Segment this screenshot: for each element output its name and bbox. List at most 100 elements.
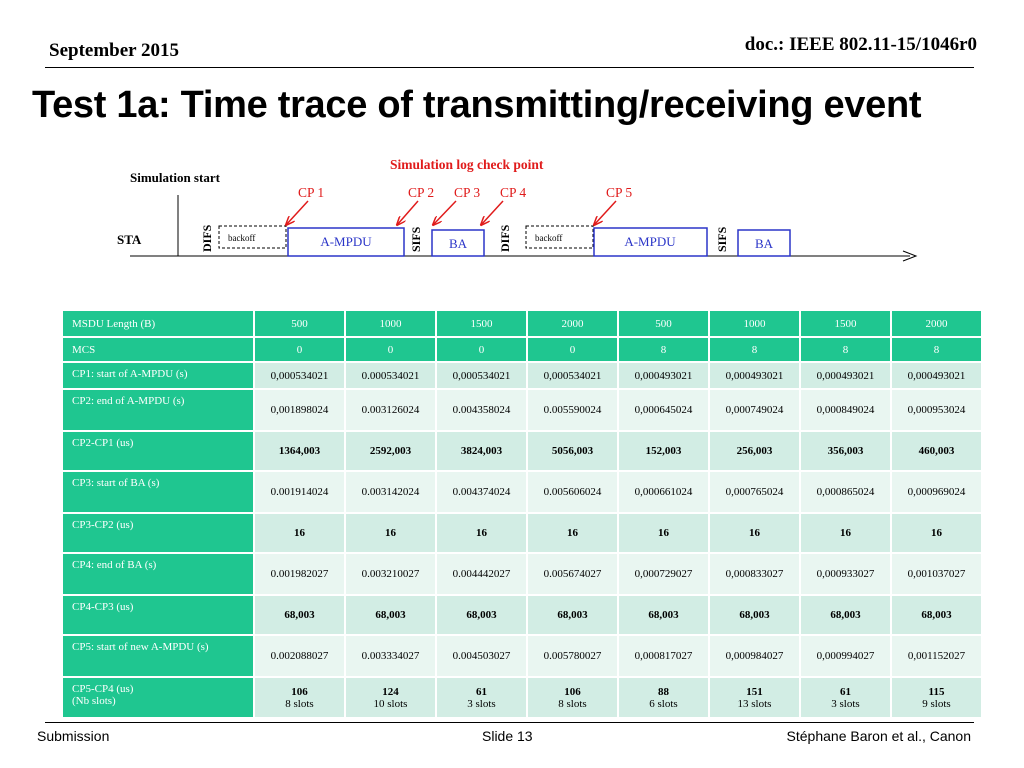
table-cell: 124 10 slots	[344, 676, 437, 719]
footer-author: Stéphane Baron et al., Canon	[786, 728, 971, 744]
table-row-cp5-cp4: CP5-CP4 (us) (Nb slots) 106 8 slots 124 10…	[61, 676, 983, 719]
table-cell: 68,003	[708, 594, 801, 636]
cell-value: 88	[658, 685, 669, 698]
table-cell: 0.005590024	[526, 388, 619, 432]
cp5-label: CP 5	[606, 185, 632, 200]
table-cell: 0,000765024	[708, 470, 801, 514]
row-label: CP3: start of BA (s)	[61, 470, 255, 514]
table-cell: 16	[344, 512, 437, 554]
table-cell: 0,000534021	[526, 361, 619, 390]
difs-label-1: DIFS	[200, 224, 214, 252]
footer-divider	[45, 722, 974, 723]
header-cell: 1000	[344, 309, 437, 338]
row-label: CP2-CP1 (us)	[61, 430, 255, 472]
table-row-cp3-cp2: CP3-CP2 (us) 16 16 16 16 16 16 16 16	[61, 512, 983, 554]
table-cell: 0,000661024	[617, 470, 710, 514]
backoff-label-1: backoff	[228, 233, 255, 243]
table-row-cp5: CP5: start of new A-MPDU (s) 0.002088027…	[61, 634, 983, 678]
table-cell: 0,000953024	[890, 388, 983, 432]
table-cell: 0,000493021	[799, 361, 892, 390]
cell-slots: 6 slots	[649, 697, 678, 710]
sifs-label-1: SIFS	[409, 226, 423, 252]
header-divider	[45, 67, 974, 68]
table-cell: 106 8 slots	[526, 676, 619, 719]
row-label: CP1: start of A-MPDU (s)	[61, 361, 255, 390]
table-cell: 68,003	[617, 594, 710, 636]
table-cell: 0.004358024	[435, 388, 528, 432]
header-date: September 2015	[49, 40, 179, 61]
row-label-line1: CP5-CP4 (us)	[72, 683, 134, 695]
table-cell: 0.001982027	[253, 552, 346, 596]
table-cell: 0.004442027	[435, 552, 528, 596]
table-cell: 3824,003	[435, 430, 528, 472]
table-cell: 61 3 slots	[799, 676, 892, 719]
table-cell: 0.003126024	[344, 388, 437, 432]
table-cell: 0	[526, 336, 619, 363]
backoff-box-1	[218, 225, 287, 249]
ba-label-1: BA	[449, 236, 468, 251]
footer-submission: Submission	[37, 728, 110, 744]
ba-label-2: BA	[755, 236, 774, 251]
cp2-label: CP 2	[408, 185, 434, 200]
table-cell: 0,000493021	[890, 361, 983, 390]
table-cell: 8	[708, 336, 801, 363]
cp4-label: CP 4	[500, 185, 526, 200]
cell-value: 151	[746, 685, 763, 698]
table-cell: 0,000645024	[617, 388, 710, 432]
table-cell: 1364,003	[253, 430, 346, 472]
ba-box-1	[431, 229, 485, 257]
header-cell: 2000	[890, 309, 983, 338]
table-cell: 0.000534021	[344, 361, 437, 390]
cell-value: 61	[476, 685, 487, 698]
simulation-start-label: Simulation start	[130, 170, 221, 185]
cell-value: 106	[291, 685, 308, 698]
table-cell: 68,003	[253, 594, 346, 636]
ba-box-2	[737, 229, 791, 257]
cp3-arrow	[433, 200, 457, 225]
table-row-cp3: CP3: start of BA (s) 0.001914024 0.00314…	[61, 470, 983, 514]
table-cell: 106 8 slots	[253, 676, 346, 719]
table-cell: 0	[344, 336, 437, 363]
table-cell: 68,003	[344, 594, 437, 636]
table-cell: 0,000749024	[708, 388, 801, 432]
cp4-arrow	[481, 200, 504, 225]
table-cell: 0,001898024	[253, 388, 346, 432]
table-cell: 5056,003	[526, 430, 619, 472]
slide-title: Test 1a: Time trace of transmitting/rece…	[32, 84, 922, 126]
timing-diagram: Simulation start Simulation log check po…	[117, 157, 918, 262]
cell-slots: 9 slots	[922, 697, 951, 710]
table-cell: 68,003	[799, 594, 892, 636]
table-cell: 61 3 slots	[435, 676, 528, 719]
table-cell: 0.004503027	[435, 634, 528, 678]
table-cell: 8	[890, 336, 983, 363]
header-doc-id: doc.: IEEE 802.11-15/1046r0	[744, 34, 977, 55]
timeline-arrowhead	[902, 250, 918, 262]
log-check-label: Simulation log check point	[390, 157, 544, 172]
row-label: CP5: start of new A-MPDU (s)	[61, 634, 255, 678]
table-cell: 151 13 slots	[708, 676, 801, 719]
ampdu-box-2	[593, 227, 708, 257]
table-cell: 16	[799, 512, 892, 554]
header-cell: 500	[253, 309, 346, 338]
header-cell: 2000	[526, 309, 619, 338]
header-cell: 1000	[708, 309, 801, 338]
ampdu-box-1	[287, 227, 405, 257]
header-cell: 1500	[799, 309, 892, 338]
table-cell: 16	[890, 512, 983, 554]
cell-slots: 3 slots	[831, 697, 860, 710]
cell-value: 106	[564, 685, 581, 698]
header-cell: 1500	[435, 309, 528, 338]
table-header-row: MSDU Length (B) 500 1000 1500 2000 500 1…	[61, 309, 983, 338]
cell-slots: 3 slots	[467, 697, 496, 710]
table-cell: 460,003	[890, 430, 983, 472]
cp2-arrow	[397, 200, 419, 225]
table-cell: 0.001914024	[253, 470, 346, 514]
table-cell: 0,000493021	[708, 361, 801, 390]
table-cell: 16	[526, 512, 619, 554]
ampdu-label-2: A-MPDU	[624, 234, 676, 249]
table-cell: 88 6 slots	[617, 676, 710, 719]
footer-slide-number: Slide 13	[482, 728, 533, 744]
table-cell: 0,000969024	[890, 470, 983, 514]
table-cell: 0,000849024	[799, 388, 892, 432]
table-cell: 16	[435, 512, 528, 554]
